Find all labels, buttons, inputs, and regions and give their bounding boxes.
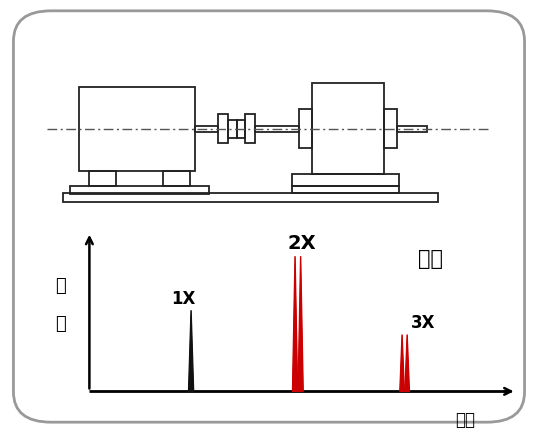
Bar [245, 114, 255, 143]
Text: 値: 値 [55, 315, 66, 333]
Bar [292, 186, 399, 193]
Bar [312, 84, 384, 174]
Text: 1X: 1X [171, 290, 195, 307]
Polygon shape [298, 256, 303, 391]
Bar [162, 171, 190, 186]
Bar [384, 110, 397, 148]
Bar [70, 186, 209, 194]
Bar [292, 174, 399, 186]
Bar [195, 126, 218, 132]
Text: 频率: 频率 [455, 411, 475, 429]
Bar [228, 120, 237, 138]
Polygon shape [400, 335, 405, 391]
Bar [89, 171, 116, 186]
Text: 幅: 幅 [55, 277, 66, 295]
Bar [79, 87, 195, 171]
Text: 3X: 3X [410, 314, 435, 332]
Polygon shape [293, 256, 298, 391]
Polygon shape [188, 310, 194, 391]
Bar [397, 126, 427, 132]
Bar [255, 126, 299, 132]
Bar [299, 110, 312, 148]
Text: 2X: 2X [288, 235, 316, 253]
FancyBboxPatch shape [13, 11, 525, 422]
Text: 径向: 径向 [417, 249, 443, 269]
Bar [218, 114, 228, 143]
Bar [63, 193, 438, 202]
Bar [237, 120, 245, 138]
Polygon shape [405, 335, 409, 391]
